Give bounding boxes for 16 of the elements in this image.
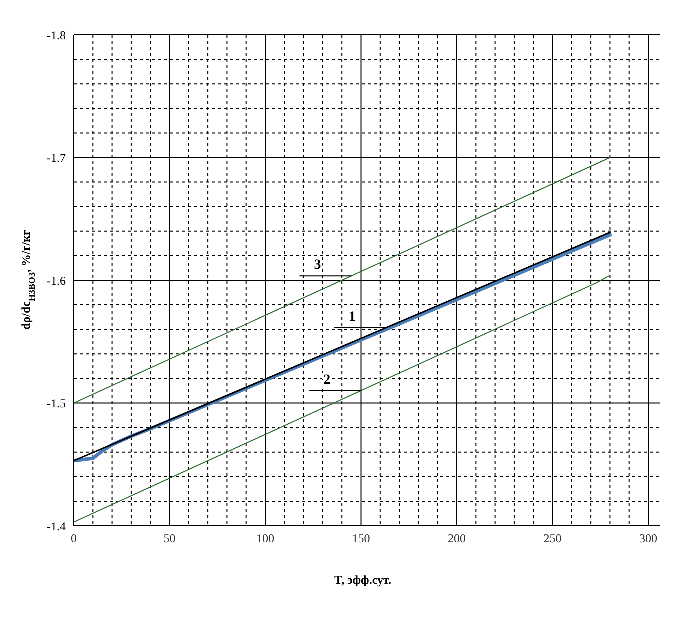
x-tick-label: 200 <box>448 532 466 546</box>
x-tick-label: 0 <box>71 532 77 546</box>
y-tick-label: -1.5 <box>47 396 66 411</box>
series-label: 2 <box>324 372 331 388</box>
x-tick-label: 250 <box>544 532 562 546</box>
x-tick-label: 300 <box>640 532 658 546</box>
y-tick-label: -1.8 <box>47 28 66 42</box>
x-tick-label: 150 <box>352 532 370 546</box>
y-tick-label: -1.6 <box>47 274 66 288</box>
series-label: 3 <box>314 258 322 274</box>
series-label: 1 <box>348 310 356 325</box>
x-axis-title: T, эфф.сут. <box>334 573 392 587</box>
y-tick-label: -1.4 <box>47 519 66 534</box>
x-tick-label: 50 <box>164 532 176 546</box>
y-tick-label: -1.7 <box>47 151 66 166</box>
x-tick-label: 100 <box>256 532 275 546</box>
